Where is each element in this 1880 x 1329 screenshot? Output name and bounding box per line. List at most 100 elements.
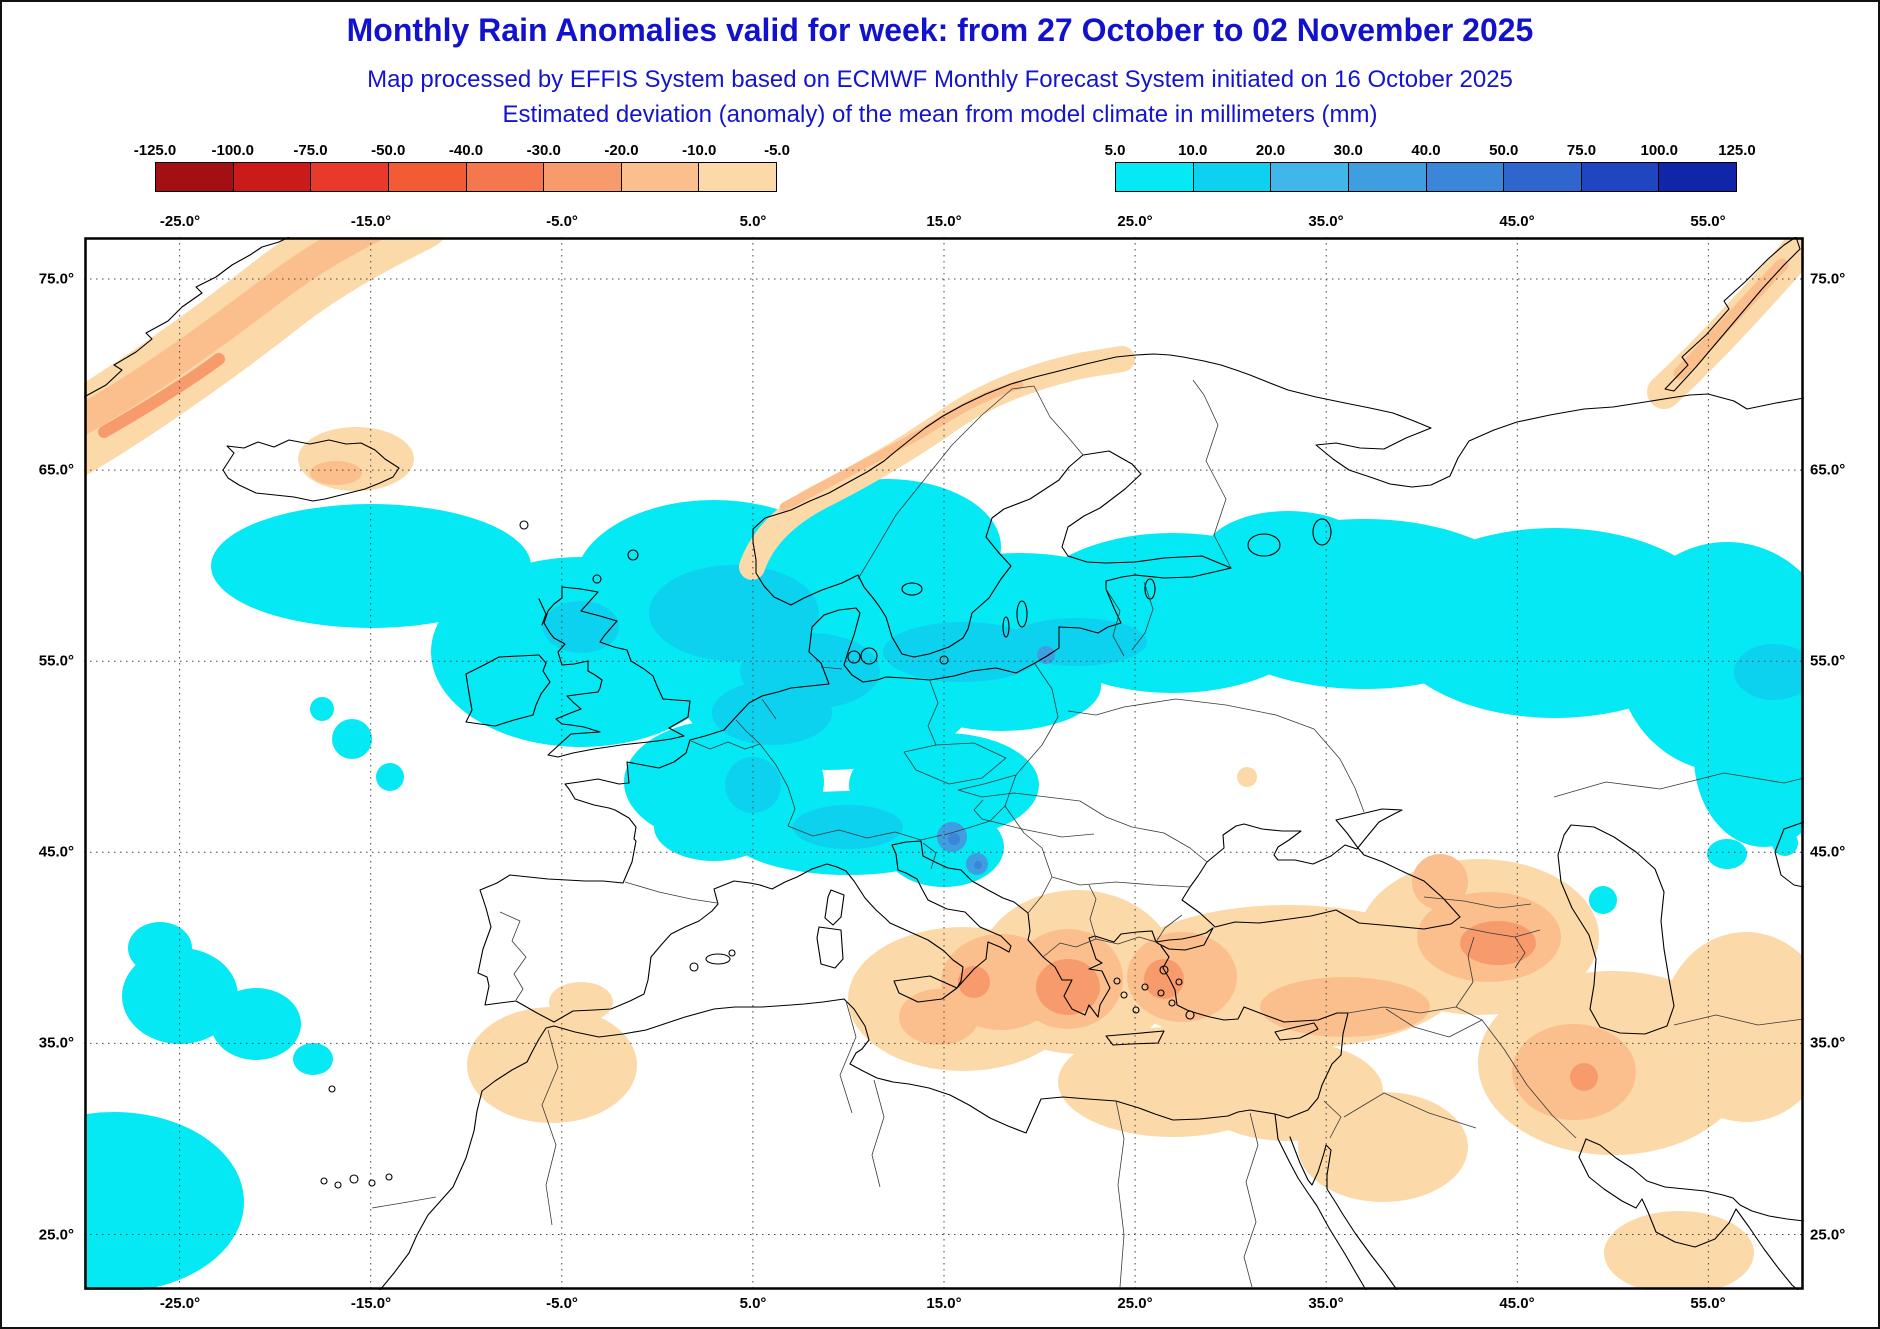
island-aegean: [1141, 983, 1149, 991]
lake-vanern: [901, 582, 923, 596]
lake-ladoga: [1247, 533, 1281, 557]
island-funen: [847, 650, 861, 664]
island-aegean: [1120, 991, 1128, 999]
coast-nw-europe: [689, 353, 1804, 741]
island-minorca: [728, 949, 736, 957]
legend-tick: -50.0: [371, 142, 406, 159]
legend-tick: -125.0: [133, 142, 177, 159]
legend-positive-labels: 5.0 10.0 20.0 30.0 40.0 50.0 75.0 100.0 …: [1105, 142, 1756, 162]
island-madeira: [328, 1085, 336, 1093]
coast-caspian: [1557, 824, 1675, 1035]
island-sardinia: [816, 926, 844, 969]
legend-tick: 100.0: [1640, 142, 1679, 159]
island-canary: [334, 1181, 342, 1189]
legend-tick: 30.0: [1333, 142, 1363, 159]
lat-label-right: 25.0°: [1810, 1226, 1846, 1244]
legend-swatch: [311, 163, 389, 191]
lon-label-top: 55.0°: [1690, 213, 1726, 230]
map-border: [84, 237, 1804, 1290]
suez-canal: [1274, 1113, 1279, 1140]
legend-tick: 50.0: [1489, 142, 1519, 159]
coast-great-britain: [543, 586, 691, 758]
island-hebrides: [538, 598, 547, 626]
legend-tick: 20.0: [1255, 142, 1286, 159]
legend-tick: 10.0: [1178, 142, 1208, 159]
country-borders-layer: [371, 379, 1804, 1288]
lon-label-bottom: -5.0°: [546, 1295, 578, 1312]
legend-swatch: [1659, 163, 1736, 191]
island-rhodes: [1185, 1010, 1195, 1020]
legend-tick: -20.0: [604, 142, 639, 159]
legend-negative-labels: -125.0 -100.0 -75.0 -50.0 -40.0 -30.0 -2…: [134, 142, 790, 162]
coast-arabia: [1578, 1138, 1799, 1290]
legend-negative-colorbar: [155, 162, 777, 192]
lat-label-left: 45.0°: [38, 843, 74, 861]
island-balearic: [705, 953, 731, 965]
coast-novaya-zemlya: [1664, 237, 1801, 392]
coast-turkey-levant-africa: [379, 945, 1349, 1290]
lon-label-top: 35.0°: [1308, 213, 1344, 230]
legend-swatch: [1426, 163, 1505, 191]
legend-swatch: [156, 163, 234, 191]
lon-label-bottom: 55.0°: [1690, 1295, 1726, 1312]
map-subtitle-processing: Map processed by EFFIS System based on E…: [367, 66, 1513, 93]
island-chios: [1175, 978, 1183, 986]
legend-swatch: [466, 163, 545, 191]
island-canary: [385, 1173, 393, 1181]
legend-swatch: [388, 163, 467, 191]
legend-tick: -30.0: [526, 142, 561, 159]
legend-tick: 5.0: [1104, 142, 1126, 159]
island-aegean: [1157, 989, 1165, 997]
legend-swatch: [544, 163, 622, 191]
lat-label-left: 65.0°: [38, 461, 74, 479]
coast-sw-europe: [477, 739, 1214, 1023]
island-shetland: [627, 549, 639, 561]
coast-black-sea: [1181, 808, 1461, 930]
island-canary: [320, 1177, 328, 1185]
lat-label-left: 25.0°: [38, 1226, 74, 1244]
coast-red-sea-west: [1277, 1138, 1367, 1290]
legend-swatch: [1116, 163, 1194, 191]
lat-label-right: 45.0°: [1810, 843, 1846, 861]
legend-swatch: [621, 163, 700, 191]
lat-label-right: 35.0°: [1810, 1034, 1846, 1052]
legend-tick: -5.0: [764, 142, 790, 159]
island-cyprus: [1274, 1022, 1319, 1041]
lon-label-bottom: 45.0°: [1499, 1295, 1535, 1312]
legend-tick: 40.0: [1411, 142, 1441, 159]
island-ibiza: [689, 962, 699, 972]
lon-label-bottom: -25.0°: [159, 1295, 201, 1312]
coast-aral: [1774, 821, 1804, 888]
legend-swatch: [1504, 163, 1582, 191]
legend-tick: -10.0: [682, 142, 717, 159]
island-lesbos: [1159, 965, 1169, 975]
island-oland: [1002, 616, 1010, 638]
positive-anomaly-layer: [84, 479, 1804, 1290]
island-canary: [368, 1179, 376, 1187]
island-sicily: [893, 975, 958, 1003]
negative-anomaly-layer: [84, 237, 1804, 1290]
lon-label-top: 25.0°: [1117, 213, 1153, 230]
lat-label-left: 35.0°: [38, 1034, 74, 1052]
legend-negative: -125.0 -100.0 -75.0 -50.0 -40.0 -30.0 -2…: [134, 142, 790, 192]
lon-label-top: 15.0°: [926, 213, 962, 230]
lon-label-top: -5.0°: [546, 213, 578, 230]
lake-onega: [1312, 518, 1332, 546]
legend-positive: 5.0 10.0 20.0 30.0 40.0 50.0 75.0 100.0 …: [1105, 142, 1756, 192]
coast-marmara: [1155, 927, 1214, 951]
lon-label-top: -25.0°: [159, 213, 201, 230]
lon-label-top: 5.0°: [739, 213, 767, 230]
lon-label-top: -15.0°: [350, 213, 392, 230]
island-aegean: [1132, 1006, 1140, 1014]
legend-swatch: [1581, 163, 1660, 191]
legend-tick: -75.0: [293, 142, 328, 159]
legend-tick: 125.0: [1718, 142, 1756, 159]
island-corsica: [824, 889, 845, 926]
lat-label-right: 75.0°: [1810, 270, 1846, 288]
island-bornholm: [939, 655, 949, 665]
coast-ireland: [465, 654, 551, 727]
legend-tick: -40.0: [448, 142, 484, 159]
lon-label-bottom: 5.0°: [739, 1295, 767, 1312]
nile-river: [1243, 1112, 1259, 1288]
